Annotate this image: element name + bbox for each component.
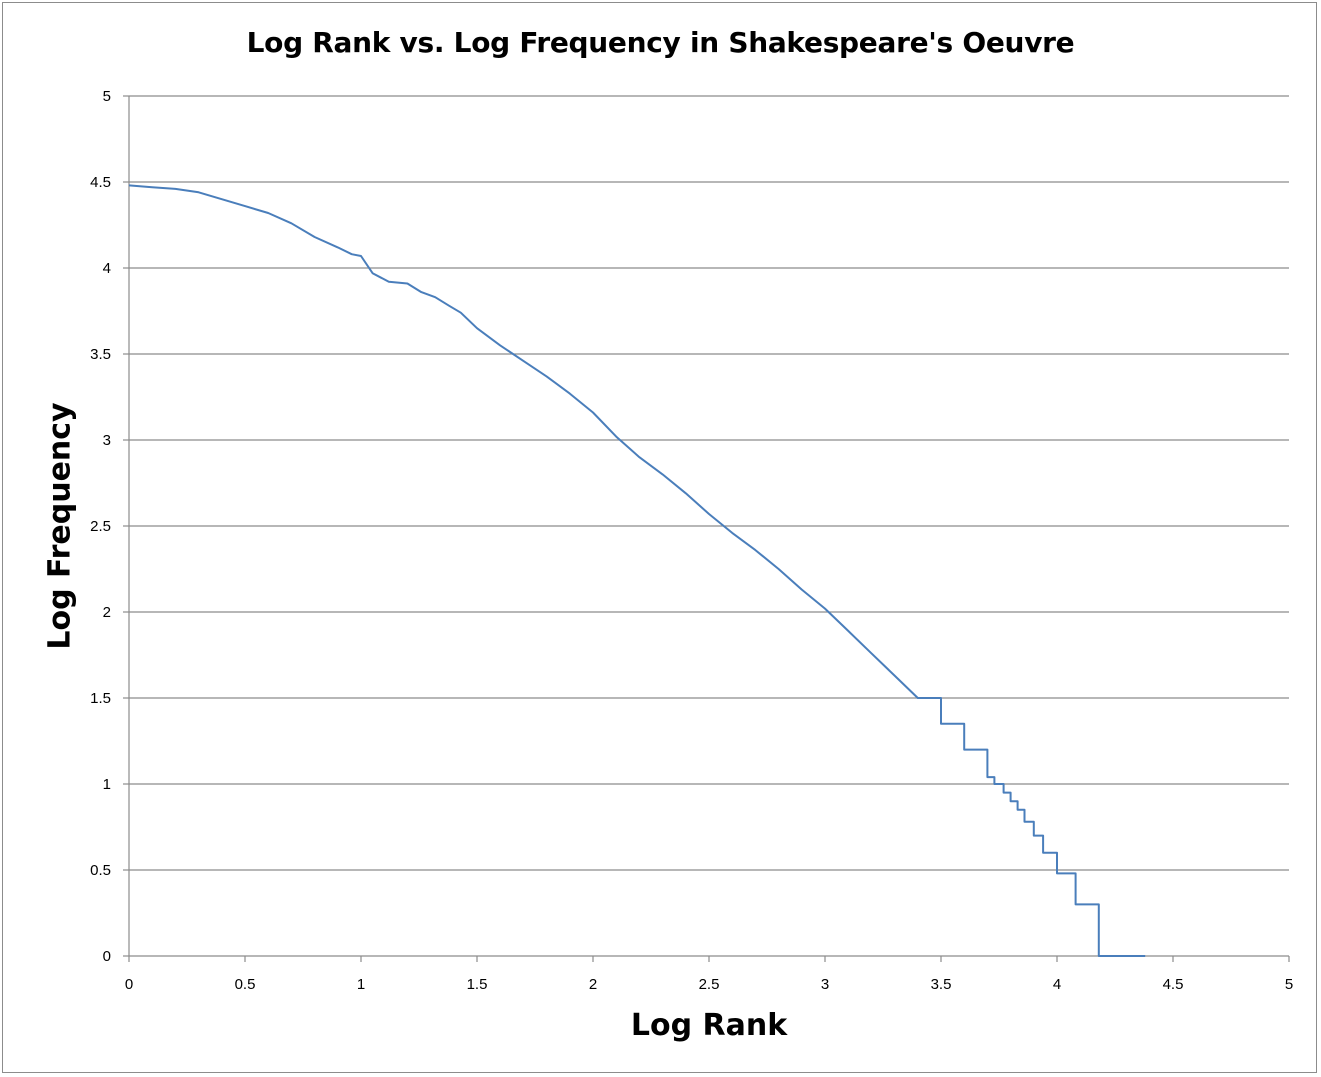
x-tick-label: 0 [125,976,133,993]
x-axis-title: Log Rank [630,1008,788,1043]
x-tick-label: 5 [1285,976,1293,993]
x-tick-label: 0.5 [235,976,256,993]
y-tick-label: 5 [103,88,111,105]
x-tick-label: 1.5 [467,976,488,993]
grid-layer [129,95,1289,871]
y-tick-label: 4 [103,260,111,277]
tick-label-layer: 0 0.5 1 1.5 2 2.5 3 3.5 4 4.5 5 0 0.5 1 1.5 2 2.5 3 3.5 4 4.… [90,88,1293,993]
x-tick-label: 4.5 [1163,976,1184,993]
series-layer [128,184,1146,957]
x-tick-label: 3 [821,976,829,993]
y-tick-label: 0 [103,948,111,965]
axis-layer [123,95,1290,962]
x-tick-label: 2.5 [699,976,720,993]
x-tick-label: 2 [589,976,597,993]
y-tick-label: 3 [103,432,111,449]
y-tick-label: 1.5 [90,690,111,707]
y-tick-label: 4.5 [90,174,111,191]
y-tick-label: 1 [103,776,111,793]
chart-title: Log Rank vs. Log Frequency in Shakespear… [246,26,1075,59]
series-line [128,184,1146,957]
x-tick-label: 4 [1053,976,1061,993]
x-tick-label: 3.5 [931,976,952,993]
y-tick-label: 0.5 [90,862,111,879]
x-tick-label: 1 [357,976,365,993]
y-tick-label: 3.5 [90,346,111,363]
y-tick-label: 2 [103,604,111,621]
y-tick-label: 2.5 [90,518,111,535]
